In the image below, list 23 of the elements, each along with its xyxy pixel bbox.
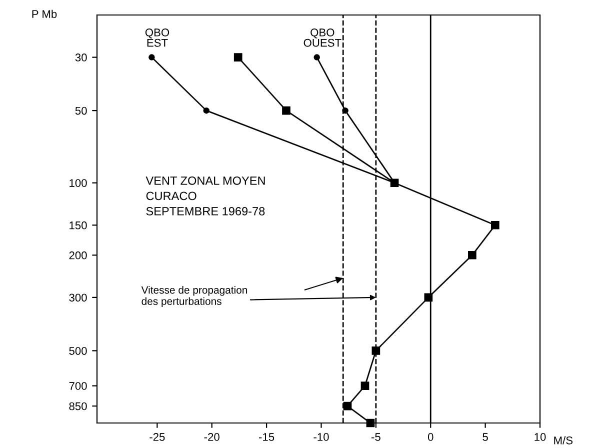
x-axis-title: M/S bbox=[554, 436, 573, 444]
y-tick-label: 100 bbox=[70, 179, 87, 187]
y-tick-label: 150 bbox=[70, 221, 87, 230]
x-tick-label: -20 bbox=[204, 433, 220, 441]
y-axis-title: P Mb bbox=[32, 10, 57, 18]
y-tick-label: 850 bbox=[69, 402, 87, 410]
x-tick-label: -10 bbox=[314, 433, 329, 441]
x-tick-label: -25 bbox=[150, 433, 165, 441]
x-tick-label: -5 bbox=[371, 433, 380, 441]
y-tick-label: 30 bbox=[75, 54, 87, 62]
y-tick-label: 300 bbox=[69, 294, 87, 302]
x-tick-label: 0 bbox=[428, 433, 434, 441]
y-tick-label: 200 bbox=[69, 251, 87, 260]
y-tick-label: 500 bbox=[69, 346, 87, 355]
x-tick-label: 10 bbox=[534, 433, 546, 441]
y-tick-label: 700 bbox=[69, 382, 87, 390]
annotation: Vitesse de propagation des perturbations bbox=[141, 286, 247, 307]
x-tick-label: 5 bbox=[482, 433, 488, 441]
annotation: QBO OUEST bbox=[304, 28, 342, 47]
y-tick-label: 50 bbox=[75, 106, 87, 115]
annotation: QBO EST bbox=[145, 28, 170, 47]
x-tick-label: -15 bbox=[259, 433, 274, 441]
annotation: VENT ZONAL MOYEN CURACO SEPTEMBRE 1969-78 bbox=[146, 176, 265, 216]
